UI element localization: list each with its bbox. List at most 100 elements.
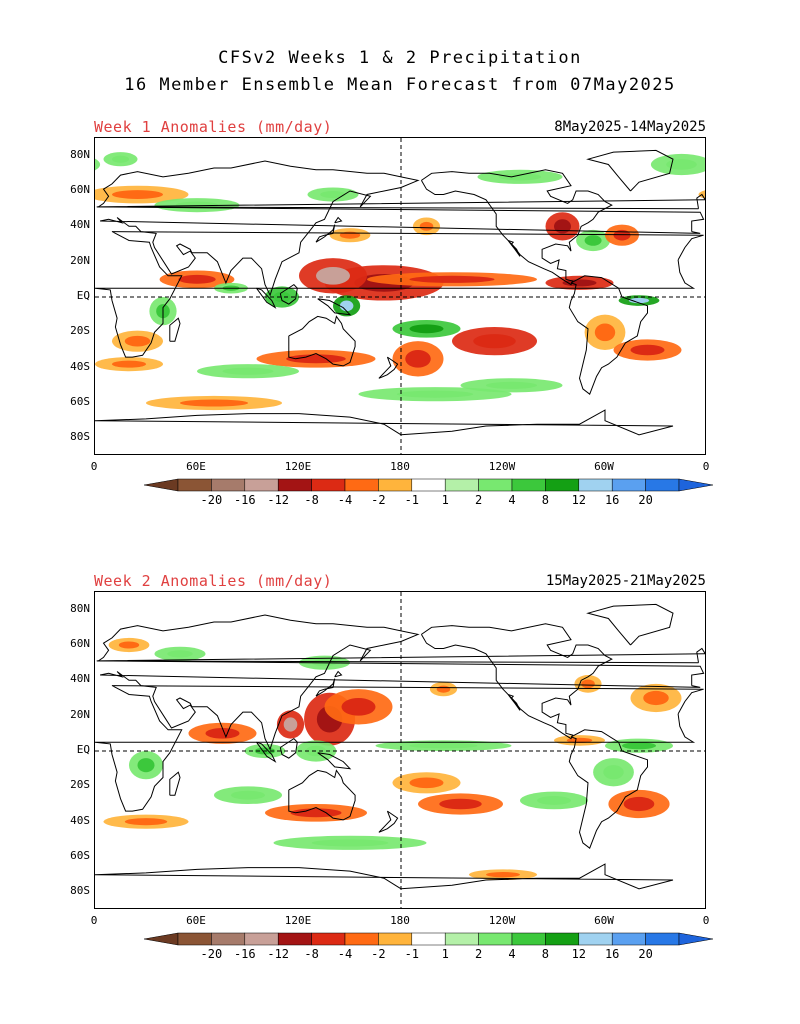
lat-tick-label: 20N	[70, 253, 90, 267]
coastline	[317, 298, 352, 316]
colorbar-label: 12	[571, 947, 587, 961]
panel-date-range: 8May2025-14May2025	[554, 119, 706, 135]
colorbar-swatch	[344, 932, 379, 946]
lat-tick-label: EQ	[76, 743, 90, 756]
coastline	[420, 169, 613, 286]
lon-tick-label: 60E	[186, 914, 206, 927]
anomaly-core	[311, 839, 389, 847]
colorbar-label: 2	[474, 493, 483, 507]
colorbar-swatch	[444, 478, 479, 492]
coastline	[96, 193, 705, 210]
week1-panel: Week 1 Anomalies (mm/day) 8May2025-14May…	[0, 115, 800, 570]
colorbar	[143, 932, 714, 946]
colorbar-label: 12	[571, 493, 587, 507]
chart-title: CFSv2 Weeks 1 & 2 Precipitation	[218, 48, 582, 68]
anomaly-core	[124, 818, 168, 826]
colorbar-label: -1	[404, 493, 420, 507]
lon-tick-label: 0	[702, 460, 710, 473]
anomaly-core	[439, 798, 482, 810]
colorbar-swatch	[645, 932, 680, 946]
anomaly-core	[409, 777, 444, 789]
lat-tick-label: 80N	[70, 147, 90, 161]
colorbar-swatch	[411, 932, 446, 946]
colorbar-swatch	[411, 478, 446, 492]
lon-tick-label: 60W	[594, 914, 614, 927]
anomaly-core	[118, 641, 140, 649]
anomaly-core	[231, 790, 265, 800]
map-area	[94, 137, 706, 455]
anomaly-core	[273, 291, 291, 303]
anomaly-core	[283, 717, 298, 732]
coastline	[420, 623, 613, 740]
colorbar-label: -1	[404, 947, 420, 961]
colorbar-swatch	[277, 478, 312, 492]
colorbar-swatch	[344, 478, 379, 492]
colorbar-swatch	[244, 478, 279, 492]
colorbar-swatch	[378, 932, 413, 946]
coastline	[95, 685, 704, 812]
colorbar-swatch	[511, 478, 546, 492]
coastline	[95, 409, 674, 436]
colorbar-label: 20	[638, 493, 653, 507]
anomaly-core	[112, 155, 129, 163]
anomaly-core	[554, 219, 571, 234]
anomaly-core	[112, 360, 146, 368]
coastline	[586, 603, 674, 646]
colorbar-swatch	[645, 478, 680, 492]
lat-tick-label: 40N	[70, 672, 90, 686]
coastline	[507, 240, 521, 257]
lat-tick-label: 40N	[70, 218, 90, 232]
colorbar-swatch	[578, 478, 613, 492]
colorbar-swatch	[545, 932, 580, 946]
anomaly-layer	[103, 637, 682, 880]
colorbar-swatch	[478, 478, 513, 492]
anomaly-core	[666, 159, 697, 170]
lat-tick-label: 40S	[70, 813, 90, 827]
coastline	[315, 224, 336, 243]
anomaly-core	[498, 173, 542, 181]
lon-tick-label: 120E	[284, 460, 312, 473]
colorbar-label: -20	[200, 493, 223, 507]
lon-tick-label: 0	[90, 460, 98, 473]
coastline	[334, 670, 343, 678]
colorbar-label: -20	[200, 947, 223, 961]
colorbar-label: 16	[604, 947, 620, 961]
panel-title: Week 1 Anomalies (mm/day)	[94, 118, 333, 136]
lat-tick-label: 60S	[70, 849, 90, 862]
colorbar-label: 16	[604, 493, 620, 507]
anomaly-core	[537, 796, 571, 805]
coastline	[96, 160, 705, 297]
anomaly-core	[409, 275, 495, 283]
lat-tick-label: 60N	[70, 183, 90, 196]
anomaly-core	[473, 334, 516, 349]
anomaly-core	[316, 266, 350, 285]
colorbar-label: 1	[441, 493, 449, 507]
colorbar-min-arrow	[143, 932, 179, 946]
week2-panel: Week 2 Anomalies (mm/day) 15May2025-21Ma…	[0, 569, 800, 1024]
anomaly-core	[124, 335, 151, 347]
coastline	[334, 216, 343, 224]
colorbar-label: -16	[233, 947, 256, 961]
colorbar-swatch	[211, 932, 246, 946]
coastline	[568, 275, 648, 396]
colorbar-swatch	[177, 478, 212, 492]
colorbar-swatch	[578, 932, 613, 946]
anomaly-layer	[95, 152, 705, 411]
coastline	[586, 149, 674, 192]
colorbar-min-arrow	[143, 478, 179, 492]
lon-tick-label: 120E	[284, 914, 312, 927]
anomaly-core	[630, 344, 665, 356]
coastline	[378, 810, 399, 833]
colorbar-label: 1	[441, 947, 449, 961]
lon-tick-label: 0	[90, 914, 98, 927]
coastline	[288, 769, 356, 821]
anomaly-core	[137, 758, 155, 773]
anomaly-core	[603, 765, 624, 780]
coastline	[279, 737, 298, 759]
colorbar-swatch	[244, 932, 279, 946]
anomaly-core	[594, 323, 616, 342]
colorbar-label: 8	[541, 493, 550, 507]
anomaly-core	[341, 698, 376, 716]
anomaly-core	[628, 297, 650, 304]
colorbar-max-arrow	[678, 932, 714, 946]
